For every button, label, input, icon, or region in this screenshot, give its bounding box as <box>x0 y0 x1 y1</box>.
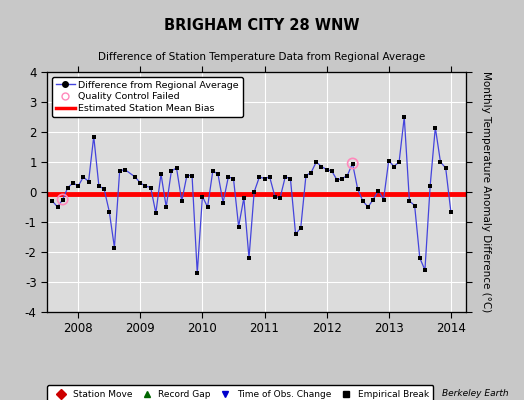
Point <box>291 231 300 237</box>
Point <box>379 196 388 203</box>
Point <box>307 169 315 176</box>
Point <box>312 159 321 165</box>
Point <box>374 187 383 194</box>
Point <box>110 244 118 251</box>
Point <box>95 183 103 189</box>
Text: BRIGHAM CITY 28 WNW: BRIGHAM CITY 28 WNW <box>164 18 360 33</box>
Point <box>385 157 393 164</box>
Point <box>328 168 336 174</box>
Point <box>53 204 62 210</box>
Point <box>302 172 310 179</box>
Point <box>364 204 372 210</box>
Point <box>369 196 377 203</box>
Y-axis label: Monthly Temperature Anomaly Difference (°C): Monthly Temperature Anomaly Difference (… <box>481 71 491 313</box>
Point <box>250 189 258 195</box>
Point <box>84 178 93 185</box>
Point <box>203 204 212 210</box>
Point <box>271 193 279 200</box>
Point <box>405 198 413 204</box>
Point <box>74 183 82 189</box>
Point <box>151 210 160 216</box>
Point <box>162 204 170 210</box>
Point <box>421 267 429 273</box>
Point <box>178 198 186 204</box>
Point <box>234 223 243 230</box>
Point <box>172 165 181 171</box>
Point <box>147 184 155 191</box>
Point <box>136 180 145 186</box>
Point <box>245 255 253 261</box>
Point <box>63 184 72 191</box>
Point <box>59 196 67 203</box>
Point <box>141 183 150 189</box>
Point <box>219 199 227 206</box>
Point <box>131 174 139 180</box>
Text: Berkeley Earth: Berkeley Earth <box>442 389 508 398</box>
Point <box>183 172 191 179</box>
Point <box>100 186 108 192</box>
Point <box>230 175 238 182</box>
Point <box>416 255 424 261</box>
Point <box>157 171 165 177</box>
Point <box>354 186 362 192</box>
Point <box>167 168 176 174</box>
Point <box>209 168 217 174</box>
Point <box>446 208 455 215</box>
Point <box>343 172 352 179</box>
Point <box>255 174 264 180</box>
Point <box>105 208 114 215</box>
Point <box>390 163 398 170</box>
Point <box>286 175 294 182</box>
Point <box>115 168 124 174</box>
Point <box>193 270 201 276</box>
Point <box>358 198 367 204</box>
Point <box>348 160 357 167</box>
Point <box>276 195 284 201</box>
Point <box>59 196 67 203</box>
Point <box>317 163 325 170</box>
Point <box>90 133 98 140</box>
Point <box>436 159 445 165</box>
Point <box>79 174 88 180</box>
Point <box>297 225 305 231</box>
Legend: Station Move, Record Gap, Time of Obs. Change, Empirical Break: Station Move, Record Gap, Time of Obs. C… <box>48 386 433 400</box>
Point <box>426 183 434 189</box>
Point <box>400 114 408 120</box>
Point <box>266 174 274 180</box>
Point <box>281 174 289 180</box>
Point <box>188 172 196 179</box>
Point <box>224 174 233 180</box>
Point <box>431 124 440 131</box>
Point <box>214 171 222 177</box>
Point <box>260 175 269 182</box>
Point <box>410 202 419 209</box>
Point <box>333 177 341 183</box>
Text: Difference of Station Temperature Data from Regional Average: Difference of Station Temperature Data f… <box>99 52 425 62</box>
Point <box>338 175 346 182</box>
Point <box>322 166 331 173</box>
Point <box>69 180 77 186</box>
Point <box>121 166 129 173</box>
Point <box>239 195 248 201</box>
Point <box>442 165 450 171</box>
Point <box>348 160 357 167</box>
Point <box>395 159 403 165</box>
Point <box>48 198 57 204</box>
Point <box>198 193 206 200</box>
